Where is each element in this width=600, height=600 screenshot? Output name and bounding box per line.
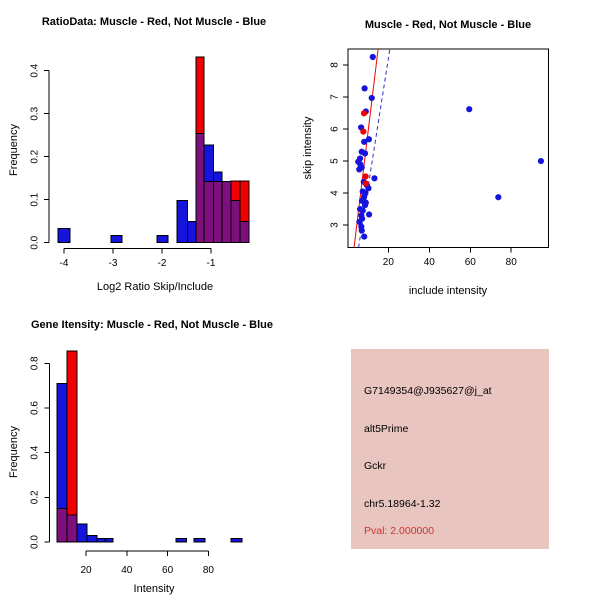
gene-histogram-panel: Gene Itensity: Muscle - Red, Not Muscle …: [0, 300, 300, 600]
svg-text:-4: -4: [60, 258, 69, 269]
svg-text:0.4: 0.4: [30, 63, 41, 77]
svg-text:0.4: 0.4: [30, 445, 41, 459]
splice-type-text: alt5Prime: [364, 423, 409, 435]
pval-text: Pval: 2.000000: [364, 525, 435, 537]
svg-text:-1: -1: [207, 258, 216, 269]
svg-text:0.0: 0.0: [30, 535, 41, 549]
gene-histogram-title: Gene Itensity: Muscle - Red, Not Muscle …: [30, 319, 274, 331]
scatter-panel: Muscle - Red, Not Muscle - Blue 20 40 60 80…: [300, 0, 600, 300]
ratio-histogram-panel: RatioData: Muscle - Red, Not Muscle - Bl…: [0, 0, 300, 300]
info-panel: G7149354@J935627@j_at alt5Prime Gckr chr…: [300, 300, 600, 600]
svg-text:80: 80: [506, 257, 518, 268]
svg-text:0.6: 0.6: [30, 401, 41, 415]
ratio-histogram-chart: 0.0 0.1 0.2 0.3 0.4 -4 -3 -2 -1: [30, 56, 250, 269]
svg-text:0.0: 0.0: [30, 235, 41, 249]
svg-text:60: 60: [162, 565, 174, 576]
scatter-ylabel: skip intensity: [302, 116, 314, 180]
ratio-histogram-ylabel: Frequency: [8, 124, 20, 176]
ratio-histogram-title: RatioData: Muscle - Red, Not Muscle - Bl…: [41, 16, 267, 28]
svg-text:-3: -3: [109, 258, 118, 269]
svg-text:6: 6: [330, 126, 341, 132]
svg-text:-2: -2: [158, 258, 167, 269]
probe-id-text: G7149354@J935627@j_at: [364, 385, 492, 397]
scatter-xlabel: include intensity: [408, 285, 488, 297]
svg-text:80: 80: [203, 565, 215, 576]
svg-text:60: 60: [465, 257, 477, 268]
svg-text:40: 40: [424, 257, 436, 268]
svg-text:7: 7: [330, 94, 341, 100]
svg-text:4: 4: [330, 190, 341, 196]
svg-text:8: 8: [330, 62, 341, 68]
svg-text:3: 3: [330, 222, 341, 228]
locus-text: chr5.18964-1.32: [364, 498, 441, 510]
svg-text:0.8: 0.8: [30, 356, 41, 370]
svg-text:40: 40: [121, 565, 133, 576]
svg-text:5: 5: [330, 158, 341, 164]
svg-text:0.3: 0.3: [30, 106, 41, 120]
gene-histogram-chart: 0.0 0.2 0.4 0.6 0.8 20 40 60 80: [30, 350, 243, 576]
svg-text:0.2: 0.2: [30, 149, 41, 163]
svg-text:0.1: 0.1: [30, 192, 41, 206]
svg-text:20: 20: [80, 565, 92, 576]
scatter-title: Muscle - Red, Not Muscle - Blue: [364, 19, 532, 31]
svg-text:20: 20: [383, 257, 395, 268]
scatter-chart: 20 40 60 80 3 4 5 6 7 8: [330, 48, 549, 268]
gene-histogram-xlabel: Intensity: [133, 583, 175, 595]
gene-symbol-text: Gckr: [364, 460, 387, 472]
info-box: G7149354@J935627@j_at alt5Prime Gckr chr…: [351, 349, 549, 549]
svg-text:0.2: 0.2: [30, 490, 41, 504]
ratio-histogram-xlabel: Log2 Ratio Skip/Include: [96, 281, 214, 293]
gene-histogram-ylabel: Frequency: [8, 426, 20, 478]
